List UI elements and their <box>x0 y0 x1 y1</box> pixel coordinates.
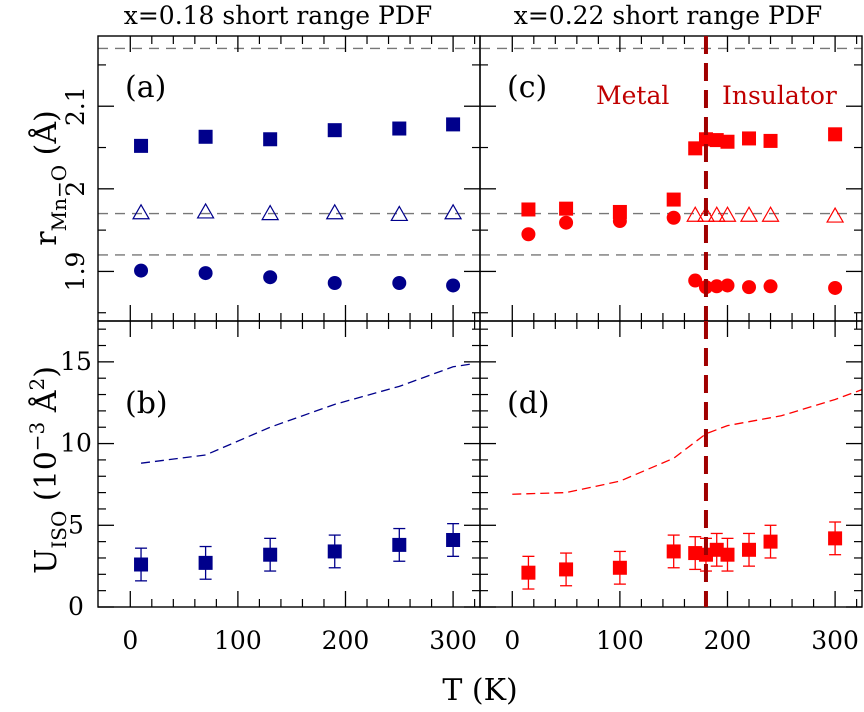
data-point-circle <box>612 214 627 229</box>
data-point-square <box>327 544 342 559</box>
ylabel-top: rMn−O (Å) <box>28 110 71 245</box>
data-point-square <box>134 138 149 153</box>
y-tick-label: 0 <box>68 592 84 621</box>
data-point-square <box>828 531 843 546</box>
panel-frame-d <box>479 320 863 608</box>
data-point-circle <box>392 276 407 290</box>
x-tick-label: 100 <box>596 626 644 655</box>
y-tick-label: 15 <box>60 347 92 376</box>
data-point-circle <box>263 270 278 285</box>
data-point-triangle <box>761 206 780 222</box>
data-point-triangle <box>826 206 845 223</box>
data-point-circle <box>709 279 724 294</box>
data-point-circle <box>198 266 213 281</box>
data-point-circle <box>720 278 735 293</box>
data-point-circle <box>688 273 703 288</box>
data-point-square <box>446 532 461 547</box>
data-point-triangle <box>196 202 215 219</box>
x-tick-label: 300 <box>811 626 859 655</box>
data-point-triangle <box>686 206 705 222</box>
data-point-triangle <box>739 206 759 222</box>
data-point-triangle <box>444 203 463 220</box>
x-tick-label: 200 <box>704 626 752 655</box>
data-point-circle <box>828 280 843 295</box>
data-point-triangle <box>718 206 737 222</box>
data-point-square <box>559 201 574 216</box>
data-point-square <box>392 121 407 136</box>
data-point-square <box>688 141 703 156</box>
panel-label-a: (a) <box>125 70 166 105</box>
data-point-square <box>709 542 724 557</box>
average-line <box>140 362 475 464</box>
data-point-square <box>720 134 735 149</box>
data-point-square <box>612 560 627 575</box>
data-point-triangle <box>390 205 409 222</box>
data-point-square <box>666 192 681 207</box>
y-tick-label: 10 <box>60 429 92 458</box>
insulator-label: Insulator <box>722 81 837 110</box>
data-point-square <box>263 132 278 147</box>
data-point-circle <box>446 278 461 293</box>
data-point-circle <box>134 263 149 278</box>
data-point-triangle <box>325 203 344 220</box>
data-point-square <box>709 133 724 148</box>
x-tick-label: 0 <box>504 626 520 655</box>
data-point-circle <box>666 210 681 225</box>
data-point-square <box>263 547 278 562</box>
data-point-square <box>742 542 757 557</box>
data-point-square <box>521 565 536 580</box>
panel-label-c: (c) <box>507 70 547 105</box>
data-point-square <box>666 544 681 559</box>
data-point-triangle <box>132 203 151 220</box>
x-tick-label: 0 <box>122 626 138 655</box>
data-point-square <box>688 546 703 561</box>
data-point-square <box>521 202 536 217</box>
data-point-square <box>392 537 407 552</box>
panel-label-d: (d) <box>507 386 550 421</box>
y-tick-label: 1.9 <box>61 252 90 292</box>
data-point-square <box>559 562 574 577</box>
title-right: x=0.22 short range PDF <box>514 1 823 30</box>
data-point-circle <box>521 227 536 242</box>
panel-label-b: (b) <box>125 386 168 421</box>
average-line <box>512 389 863 495</box>
x-tick-label: 100 <box>214 626 262 655</box>
x-tick-label: 300 <box>429 626 477 655</box>
data-point-circle <box>559 215 574 230</box>
data-point-circle <box>763 279 778 294</box>
xlabel: T (K) <box>442 673 517 708</box>
data-point-circle <box>327 276 342 290</box>
x-tick-label: 200 <box>322 626 370 655</box>
panel-frame-b <box>97 320 481 608</box>
y-tick-label: 2.1 <box>61 86 90 126</box>
data-point-square <box>198 129 213 144</box>
data-point-circle <box>742 280 757 295</box>
data-point-square <box>198 555 213 570</box>
plot-area: 1.9 2 2.1 0 5 10 15 0 100 200 300 0 100 200 300 <box>60 35 863 655</box>
data-point-square <box>134 557 149 572</box>
data-point-square <box>446 117 461 132</box>
metal-label: Metal <box>596 81 669 110</box>
data-point-triangle <box>261 204 280 221</box>
data-point-triangle <box>707 206 726 222</box>
data-point-square <box>742 131 757 146</box>
data-point-square <box>698 132 713 147</box>
data-point-square <box>720 547 735 562</box>
data-point-square <box>763 133 778 148</box>
y-tick-label: 5 <box>68 510 84 539</box>
data-point-triangle <box>696 206 716 222</box>
data-point-square <box>763 534 778 549</box>
title-left: x=0.18 short range PDF <box>124 1 433 30</box>
data-point-square <box>828 127 843 142</box>
y-tick-label: 2 <box>61 181 90 197</box>
data-point-square <box>327 123 342 138</box>
ylabel-bottom: UISO (10−3 Å2) <box>25 366 71 574</box>
